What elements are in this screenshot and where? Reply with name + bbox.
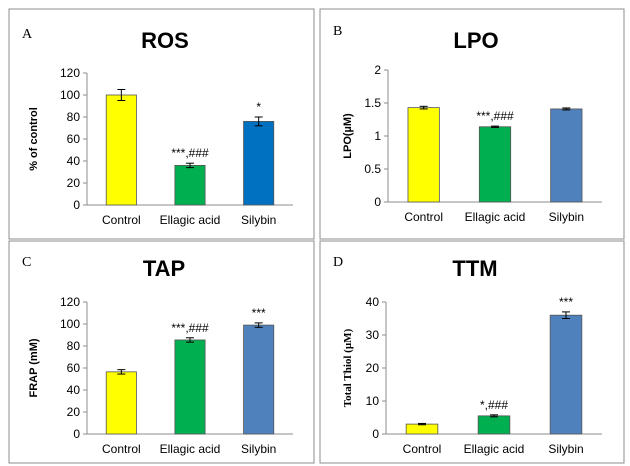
panel-b-bar-2	[478, 126, 512, 203]
panel-a-significance-label-2: ***,###	[171, 146, 209, 160]
panel-c-y-tick-label: 0	[73, 427, 80, 441]
panel-d-y-tick-label: 40	[366, 295, 380, 309]
panel-b: B LPO LPO(µM) 0 0.5 1 1.5 2 Control ***,### Ellagi…	[319, 8, 625, 240]
panel-d-y-tick-label: 10	[366, 394, 380, 408]
panel-d-bar-3	[549, 314, 583, 435]
panel-b-letter: B	[333, 24, 342, 39]
panel-a-y-tick-label: 80	[67, 110, 81, 124]
panel-c-y-tick-label: 80	[67, 339, 81, 353]
panel-c: C TAP FRAP (mM) 0 20 40 60 80 100 120 Control ***,#…	[8, 240, 315, 464]
panel-a-y-tick-label: 40	[67, 154, 81, 168]
panel-c-y-tick-label: 20	[67, 405, 81, 419]
panel-a-y-tick-label: 120	[60, 66, 80, 80]
panel-a-y-tick-label: 20	[67, 176, 81, 190]
panel-c-letter: C	[22, 255, 31, 270]
panel-b-significance-label-2: ***,###	[476, 109, 514, 123]
panel-d-border	[319, 240, 625, 464]
panel-c-category-label-2: Ellagic acid	[160, 442, 221, 456]
panel-b-title: LPO	[453, 28, 498, 53]
panel-a-y-axis-label: % of control	[28, 107, 40, 171]
panel-b-category-label-3: Silybin	[549, 210, 584, 224]
panel-b-y-tick-label: 1	[374, 129, 381, 143]
panel-a-bar-3	[243, 121, 275, 206]
panel-c-title: TAP	[143, 256, 185, 281]
panel-d-y-tick-label: 20	[366, 361, 380, 375]
panel-c-y-tick-label: 100	[60, 317, 80, 331]
panel-a-category-label-3: Silybin	[241, 213, 276, 227]
panel-c-bar-3	[243, 324, 275, 435]
panel-a-bar-2	[174, 164, 206, 206]
panel-c-category-label-3: Silybin	[241, 442, 276, 456]
panel-b-y-tick-label: 2	[374, 63, 381, 77]
panel-a-bar-1	[105, 94, 137, 206]
panel-a-category-label-2: Ellagic acid	[160, 213, 221, 227]
panel-a-y-tick-label: 60	[67, 132, 81, 146]
panel-b-category-label-2: Ellagic acid	[465, 210, 526, 224]
panel-d-bar-1	[405, 423, 439, 435]
panel-a-significance-label-3: *	[256, 100, 261, 114]
panel-c-significance-label-2: ***,###	[171, 321, 209, 335]
panel-c-y-axis-label: FRAP (mM)	[28, 338, 40, 397]
panel-b-border	[319, 8, 625, 240]
panel-d-significance-label-3: ***	[559, 295, 573, 309]
panel-c-y-tick-label: 40	[67, 383, 81, 397]
panel-b-bar-1	[407, 107, 440, 203]
panel-b-category-label-1: Control	[404, 210, 443, 224]
panel-d-category-label-3: Silybin	[548, 442, 583, 456]
panel-a-border	[8, 8, 315, 240]
panel-a-letter: A	[22, 27, 33, 42]
panel-c-category-label-1: Control	[102, 442, 141, 456]
panel-a-y-tick-label: 0	[73, 198, 80, 212]
panel-d-y-tick-label: 30	[366, 328, 380, 342]
panel-c-bar-2	[174, 339, 206, 435]
panel-d-bar-2	[477, 415, 511, 435]
panel-b-y-axis-label: LPO(µM)	[342, 113, 354, 159]
panel-d-category-label-1: Control	[403, 442, 442, 456]
panel-b-bar-3	[550, 108, 583, 203]
panel-c-y-tick-label: 60	[67, 361, 81, 375]
panel-d-significance-label-2: *,###	[480, 398, 508, 412]
panel-d-y-tick-label: 0	[372, 427, 379, 441]
panel-c-border	[8, 240, 315, 464]
panel-c-bar-1	[105, 371, 137, 435]
panel-a-title: ROS	[141, 28, 189, 53]
panel-b-y-tick-label: 0.5	[364, 162, 381, 176]
panel-c-significance-label-3: ***	[252, 306, 266, 320]
panel-a: A ROS% of control020406080100120Control**…	[8, 8, 315, 240]
panel-d-title: TTM	[452, 256, 497, 281]
panel-d-y-axis-label: Total Thiol (µM)	[342, 328, 354, 407]
panel-a-y-tick-label: 100	[60, 88, 80, 102]
panel-d-category-label-2: Ellagic acid	[464, 442, 525, 456]
panel-d-letter: D	[333, 255, 343, 270]
panel-b-y-tick-label: 1.5	[364, 96, 381, 110]
panel-b-y-tick-label: 0	[374, 195, 381, 209]
panel-a-category-label-1: Control	[102, 213, 141, 227]
panel-d: D TTM Total Thiol (µM) 0 10 20 30 40 Control *,##…	[319, 240, 625, 464]
panel-c-y-tick-label: 120	[60, 295, 80, 309]
